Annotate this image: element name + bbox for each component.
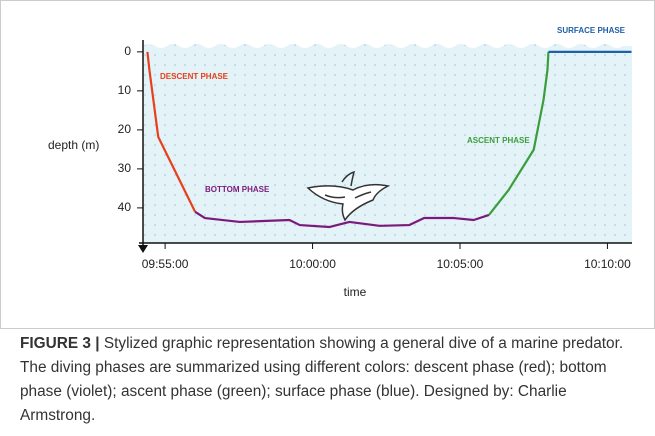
x-tick-label: 09:55:00 [142,257,189,271]
chart: depth (m) time 0 10 20 30 40 09:55:00 10:00:00… [0,0,655,330]
phase-label: ASCENT PHASE [467,136,530,145]
y-tick-label: 40 [118,200,132,214]
y-tick-label: 30 [118,161,132,175]
x-tick-label: 10:05:00 [437,257,484,271]
y-tick-label: 0 [124,44,131,58]
caption-label: FIGURE 3 | [20,335,100,352]
y-tick-label: 10 [118,83,132,97]
y-tick-label: 20 [118,122,132,136]
x-axis-label: time [344,285,367,299]
x-tick-label: 10:10:00 [584,257,631,271]
caption-text: Stylized graphic representation showing … [20,335,623,424]
y-axis-label: depth (m) [48,138,99,152]
x-tick-label: 10:00:00 [289,257,336,271]
axis-arrow [138,245,148,253]
figure: depth (m) time 0 10 20 30 40 09:55:00 10:00:00… [0,0,655,436]
caption: FIGURE 3 | Stylized graphic representati… [20,332,642,428]
phase-label: SURFACE PHASE [557,26,626,35]
phase-label: BOTTOM PHASE [205,185,270,194]
phase-label: DESCENT PHASE [160,72,229,81]
